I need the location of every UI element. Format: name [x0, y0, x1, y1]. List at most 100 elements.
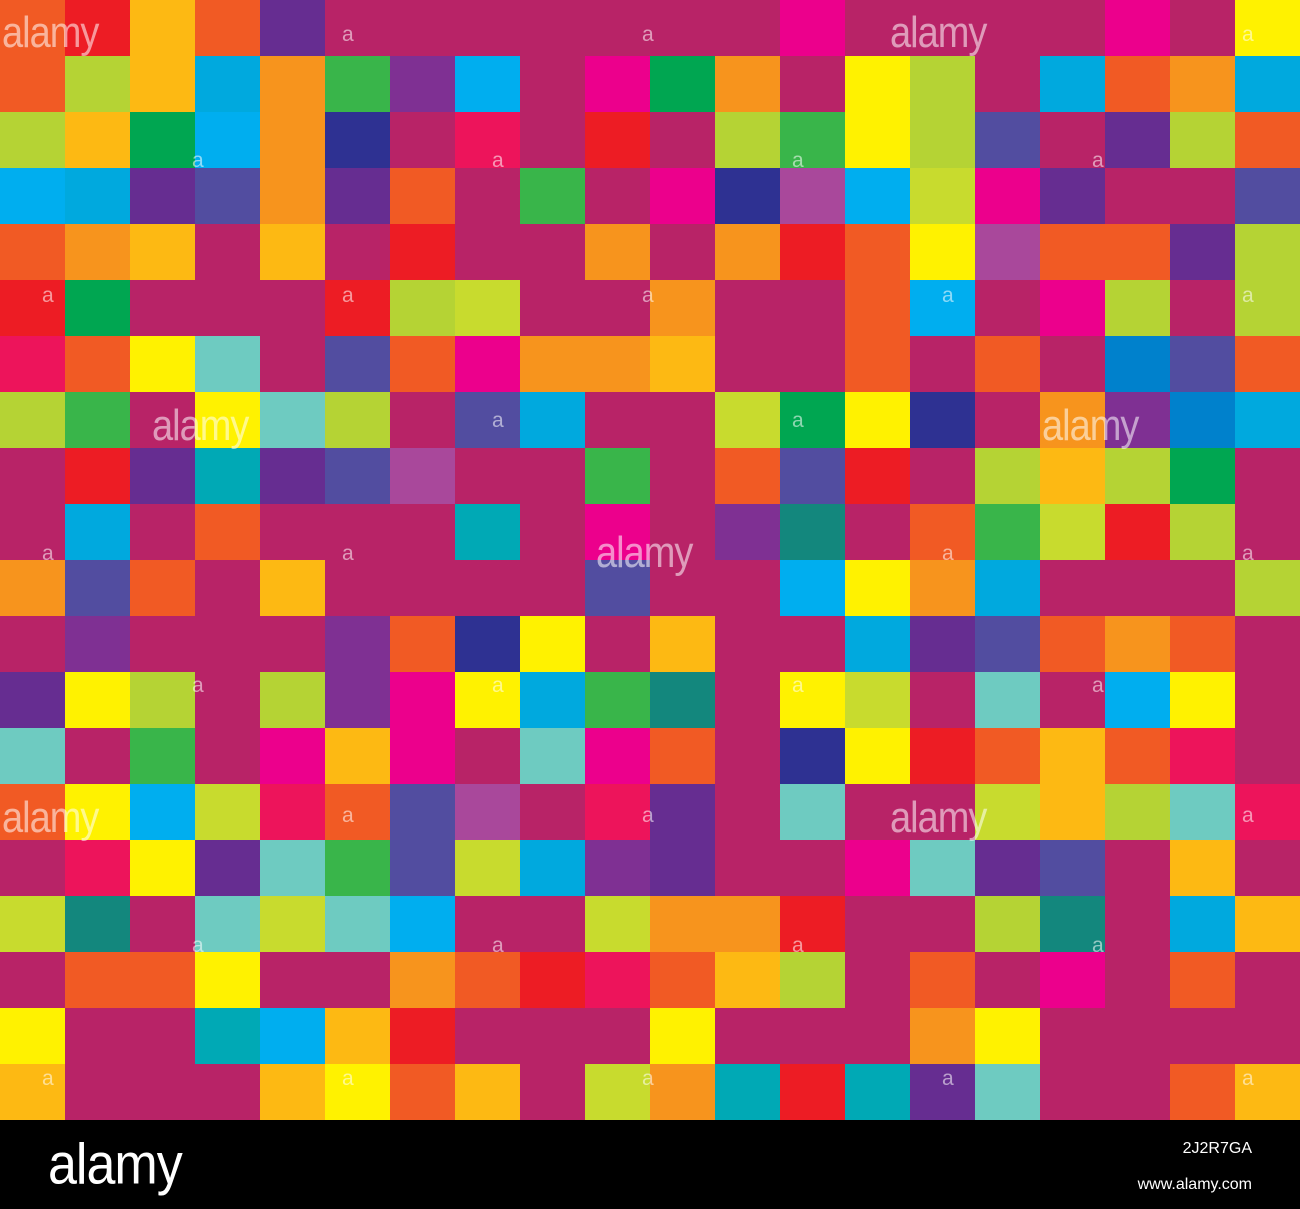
- mosaic-tile: [715, 1064, 780, 1120]
- footer-bar: alamy 2J2R7GA www.alamy.com: [0, 1120, 1300, 1209]
- mosaic-tile: [0, 168, 65, 224]
- mosaic-tile: [845, 448, 910, 504]
- mosaic-tile: [65, 896, 130, 952]
- mosaic-tile: [0, 672, 65, 728]
- mosaic-tile: [975, 728, 1040, 784]
- mosaic-tile: [1170, 616, 1235, 672]
- mosaic-tile: [65, 392, 130, 448]
- mosaic-tile: [650, 616, 715, 672]
- mosaic-tile: [975, 896, 1040, 952]
- mosaic-tile: [1170, 504, 1235, 560]
- mosaic-tile: [845, 336, 910, 392]
- mosaic-tile: [260, 896, 325, 952]
- mosaic-tile: [1040, 784, 1105, 840]
- mosaic-tile: [130, 0, 195, 56]
- mosaic-tile: [975, 840, 1040, 896]
- mosaic-tile: [845, 224, 910, 280]
- mosaic-tile: [195, 56, 260, 112]
- mosaic-tile: [780, 504, 845, 560]
- mosaic-tile: [1235, 280, 1300, 336]
- mosaic-tile: [390, 784, 455, 840]
- mosaic-tile: [845, 616, 910, 672]
- mosaic-tile: [195, 784, 260, 840]
- mosaic-tile: [650, 840, 715, 896]
- mosaic-tile: [585, 56, 650, 112]
- mosaic-tile: [260, 392, 325, 448]
- mosaic-tile: [650, 1008, 715, 1064]
- mosaic-tile: [1040, 728, 1105, 784]
- mosaic-tile: [845, 672, 910, 728]
- mosaic-tile: [455, 392, 520, 448]
- mosaic-tile: [390, 728, 455, 784]
- mosaic-tile: [325, 1008, 390, 1064]
- mosaic-tile: [1040, 896, 1105, 952]
- mosaic-tile: [780, 112, 845, 168]
- mosaic-tile: [585, 840, 650, 896]
- mosaic-tile: [195, 168, 260, 224]
- mosaic-tile: [650, 728, 715, 784]
- mosaic-tile: [260, 560, 325, 616]
- mosaic-tile: [65, 224, 130, 280]
- mosaic-tile: [0, 1064, 65, 1120]
- mosaic-tile: [130, 728, 195, 784]
- mosaic-tile: [975, 504, 1040, 560]
- mosaic-tile: [910, 560, 975, 616]
- mosaic-tile: [65, 952, 130, 1008]
- mosaic-tile: [0, 0, 65, 56]
- mosaic-tile: [910, 112, 975, 168]
- mosaic-tile: [845, 392, 910, 448]
- mosaic-tile: [195, 392, 260, 448]
- mosaic-tile: [1105, 784, 1170, 840]
- mosaic-tile: [195, 896, 260, 952]
- mosaic-tile: [195, 952, 260, 1008]
- mosaic-tile: [585, 112, 650, 168]
- mosaic-tile: [845, 112, 910, 168]
- mosaic-tile: [1105, 616, 1170, 672]
- mosaic-tile: [325, 168, 390, 224]
- mosaic-tile: [975, 672, 1040, 728]
- mosaic-tile: [1235, 0, 1300, 56]
- mosaic-tile: [195, 112, 260, 168]
- mosaic-tile: [585, 896, 650, 952]
- mosaic-tile: [975, 784, 1040, 840]
- mosaic-tile: [130, 840, 195, 896]
- mosaic-tile: [65, 448, 130, 504]
- mosaic-tile: [0, 896, 65, 952]
- mosaic-tile: [1105, 280, 1170, 336]
- mosaic-tile: [325, 784, 390, 840]
- mosaic-tile: [325, 896, 390, 952]
- mosaic-tile: [845, 1064, 910, 1120]
- mosaic-tile: [260, 728, 325, 784]
- mosaic-tile: [780, 168, 845, 224]
- mosaic-tile: [715, 448, 780, 504]
- mosaic-tile: [0, 1008, 65, 1064]
- mosaic-tile: [390, 336, 455, 392]
- mosaic-tile: [390, 840, 455, 896]
- mosaic-tile: [1105, 672, 1170, 728]
- mosaic-tile: [0, 56, 65, 112]
- mosaic-tile: [260, 448, 325, 504]
- mosaic-tile: [780, 448, 845, 504]
- mosaic-tile: [260, 224, 325, 280]
- mosaic-tile: [1235, 112, 1300, 168]
- mosaic-tile: [260, 56, 325, 112]
- mosaic-tile: [1105, 0, 1170, 56]
- mosaic-tile: [585, 728, 650, 784]
- mosaic-tile: [455, 616, 520, 672]
- mosaic-tile: [260, 168, 325, 224]
- mosaic-tile: [1235, 1064, 1300, 1120]
- mosaic-tile: [780, 560, 845, 616]
- mosaic-tile: [1105, 504, 1170, 560]
- mosaic-tile: [1105, 224, 1170, 280]
- mosaic-tile: [1235, 784, 1300, 840]
- mosaic-tile: [390, 280, 455, 336]
- mosaic-tile: [0, 336, 65, 392]
- mosaic-tile: [1040, 392, 1105, 448]
- mosaic-tile: [910, 952, 975, 1008]
- mosaic-tile: [1105, 112, 1170, 168]
- mosaic-tile: [65, 56, 130, 112]
- mosaic-tile: [975, 112, 1040, 168]
- mosaic-tile: [130, 112, 195, 168]
- mosaic-tile: [1170, 112, 1235, 168]
- mosaic-tile: [325, 728, 390, 784]
